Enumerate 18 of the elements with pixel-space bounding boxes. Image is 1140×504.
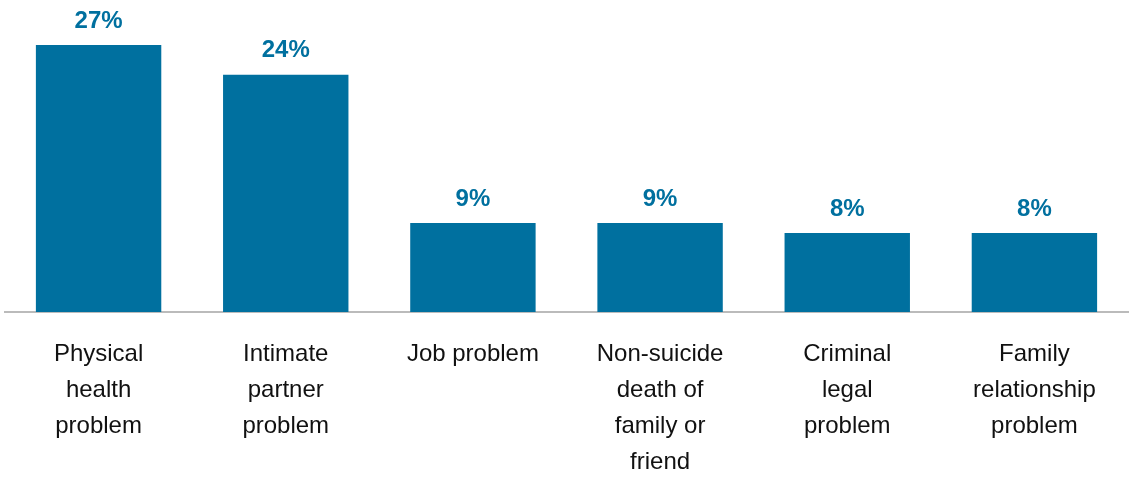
bar: [971, 232, 1098, 312]
x-tick-label: Job problem: [406, 338, 539, 366]
bar: [597, 223, 723, 312]
x-tick-label: Intimate partner problem: [242, 338, 330, 438]
x-tick-label: Family relationship problem: [973, 338, 1096, 438]
x-tick-label: Non-suicide death of family or friend: [596, 338, 724, 474]
bar: [35, 45, 162, 312]
data-label: 9%: [642, 183, 678, 211]
bar: [784, 232, 910, 312]
x-tick-label: Physical health problem: [53, 338, 144, 438]
x-tick-label: Criminal legal problem: [803, 338, 892, 438]
data-label: 9%: [455, 183, 491, 211]
data-label: 8%: [829, 193, 865, 221]
data-label: 8%: [1017, 193, 1052, 221]
bar: [223, 74, 349, 312]
data-label: 24%: [261, 35, 310, 63]
bar: [410, 223, 536, 312]
data-label: 27%: [74, 5, 123, 33]
